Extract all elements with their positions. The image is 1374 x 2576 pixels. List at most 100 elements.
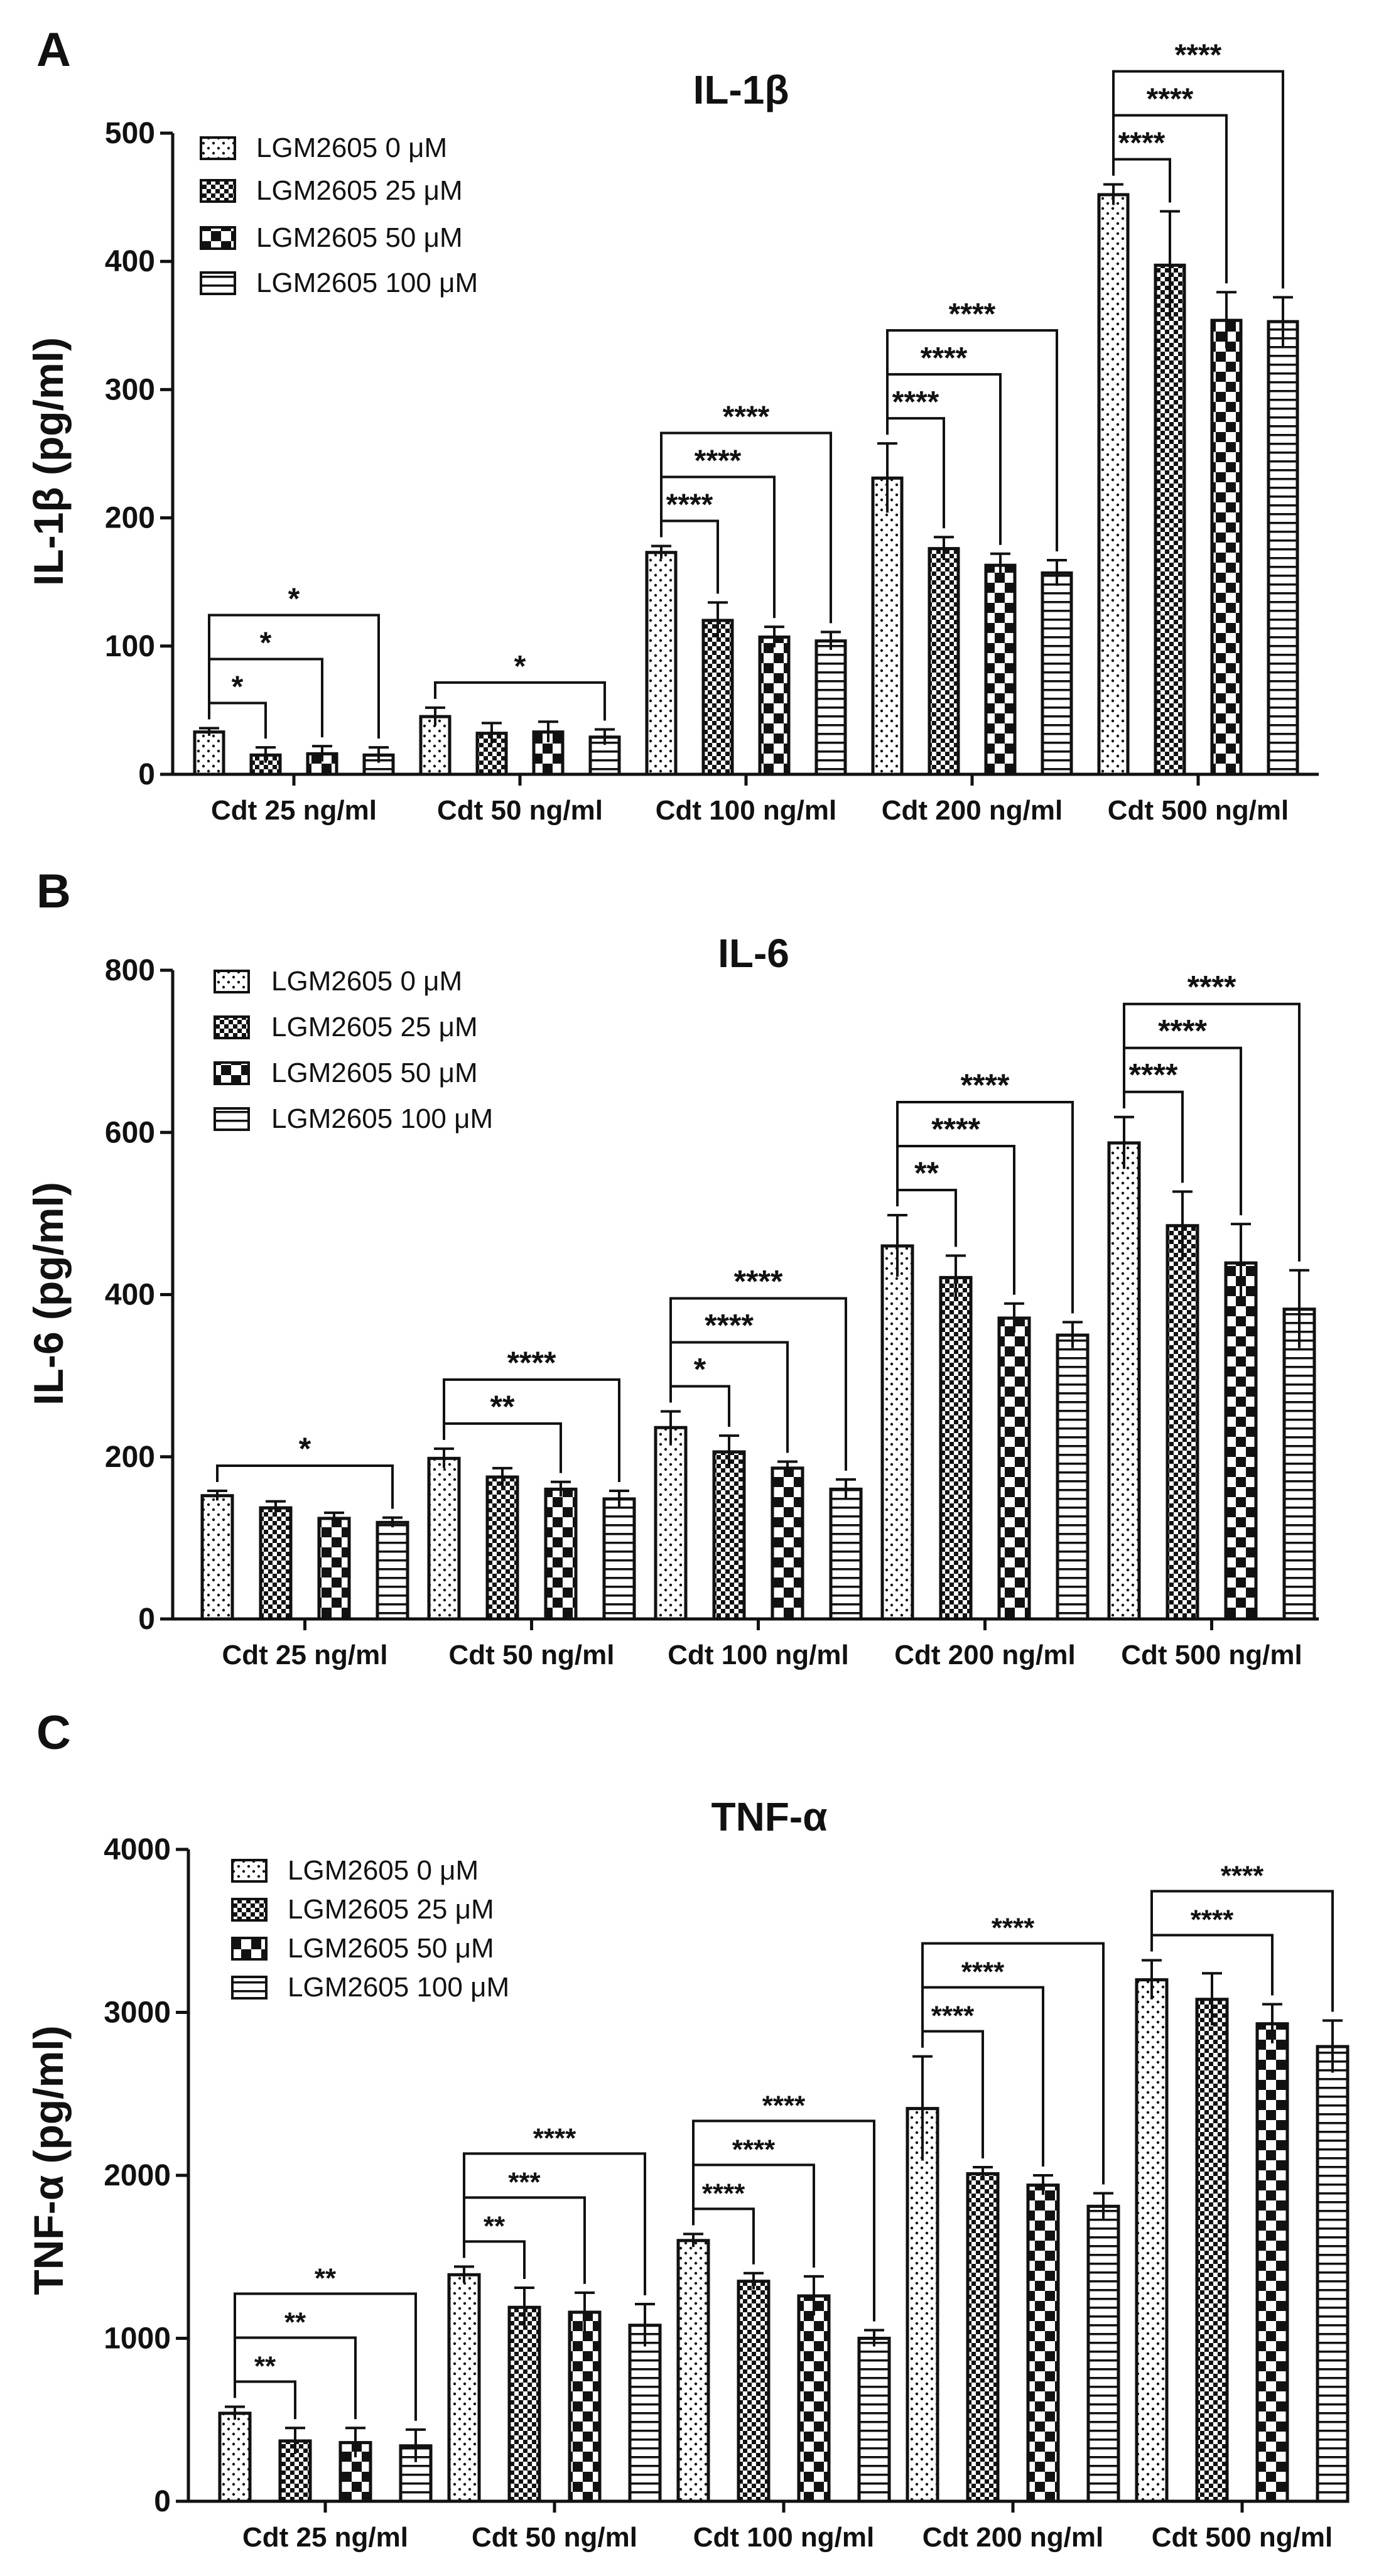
significance-bracket: [463, 2152, 646, 2296]
checker-bar: [485, 1475, 519, 1621]
significance-label: *: [299, 1431, 311, 1466]
significance-label: ****: [762, 2090, 806, 2121]
significance-bracket: [692, 2119, 875, 2322]
legend-label: LGM2605 25 μM: [271, 1012, 478, 1042]
y-tick-label: 500: [105, 117, 155, 150]
legend-item: LGM2605 0 μM: [214, 966, 462, 997]
x-tick-label: Cdt 50 ng/ml: [448, 1640, 614, 1670]
significance-bracket: [1112, 70, 1284, 289]
significance-label: ****: [695, 445, 742, 478]
significance-bracket: [443, 1422, 562, 1473]
significance-bracket: [208, 614, 380, 739]
stripes-bar: [1282, 1307, 1316, 1621]
dots-bar: [1107, 1141, 1141, 1621]
y-tick-label: 0: [138, 758, 155, 791]
legend-item: LGM2605 0 μM: [231, 1855, 479, 1886]
legend-item: LGM2605 25 μM: [200, 175, 463, 206]
significance-label: *: [232, 670, 244, 703]
significance-label: ***: [508, 2167, 541, 2197]
chart-title: IL-6: [718, 931, 789, 976]
legend: LGM2605 0 μM LGM2605 25 μM LGM2605 50 μM…: [214, 966, 493, 1134]
significance-label: ****: [723, 401, 770, 434]
block-checker-pattern-swatch: [200, 226, 236, 250]
block-checker-pattern-swatch: [231, 1937, 268, 1961]
panel-a: A IL-1β IL-1β (pg/ml) 0 100 200 300 400 500 Cd…: [25, 23, 1319, 826]
significance-label: ****: [1191, 1904, 1234, 1935]
significance-bracket: [234, 2292, 417, 2421]
dots-bar: [1097, 193, 1130, 776]
block-checker-bar: [1224, 1261, 1258, 1621]
checker-bar: [701, 619, 734, 776]
dots-bar: [218, 2411, 252, 2503]
stripes-bar: [1267, 320, 1299, 776]
significance-label: **: [484, 2211, 506, 2241]
significance-bracket: [896, 1188, 957, 1247]
dots-bar: [447, 2273, 481, 2503]
significance-bracket: [886, 329, 1058, 551]
significance-label: **: [914, 1155, 939, 1191]
checker-bar: [737, 2280, 771, 2503]
checker-pattern-swatch: [231, 1898, 268, 1922]
legend-label: LGM2605 0 μM: [288, 1855, 479, 1886]
stripes-bar: [857, 2337, 891, 2503]
y-tick-label: 0: [138, 1603, 155, 1636]
x-tick-label: Cdt 50 ng/ml: [437, 795, 603, 826]
y-tick-label: 200: [105, 1441, 155, 1474]
legend-label: LGM2605 100 μM: [288, 1972, 509, 2003]
panel-letter: C: [36, 1706, 71, 1760]
legend-label: LGM2605 25 μM: [256, 175, 463, 206]
checker-bar: [507, 2305, 541, 2503]
panel-b: B IL-6 IL-6 (pg/ml) 0 200 400 600 800 Cdt 25 …: [25, 865, 1319, 1670]
legend: LGM2605 0 μM LGM2605 25 μM LGM2605 50 μM…: [200, 133, 478, 298]
checker-bar: [1154, 263, 1186, 776]
stripes-bar: [602, 1497, 636, 1621]
y-axis-title: IL-6 (pg/ml): [25, 1182, 72, 1405]
panel-c: C TNF-α TNF-α (pg/ml) 0 1000 2000 3000 4000 C…: [25, 1706, 1350, 2553]
y-tick-label: 1000: [104, 2322, 171, 2356]
dots-pattern-swatch: [214, 970, 250, 993]
stripes-bar: [1316, 2045, 1350, 2503]
x-tick-label: Cdt 500 ng/ml: [1121, 1640, 1302, 1670]
checker-bar: [939, 1275, 973, 1621]
significance-bracket: [669, 1385, 730, 1427]
x-tick-label: Cdt 50 ng/ml: [472, 2522, 637, 2553]
plot-area: 0 100 200 300 400 500 Cdt 25 ng/ml * * * Cdt 50 ng…: [105, 39, 1319, 826]
legend-item: LGM2605 50 μM: [231, 1933, 494, 1964]
significance-bracket: [921, 1942, 1105, 2185]
stripes-pattern-swatch: [200, 271, 236, 295]
panel-letter: B: [36, 865, 71, 918]
significance-bracket: [434, 681, 606, 721]
dots-bar: [200, 1494, 234, 1621]
significance-label: *: [260, 626, 272, 659]
legend-item: LGM2605 25 μM: [231, 1894, 494, 1925]
y-tick-label: 600: [105, 1116, 155, 1149]
x-tick-label: Cdt 25 ng/ml: [242, 2522, 408, 2553]
significance-label: **: [284, 2307, 306, 2337]
significance-label: ****: [732, 2134, 776, 2165]
legend-item: LGM2605 100 μM: [214, 1103, 493, 1134]
checker-bar: [966, 2172, 1000, 2503]
significance-label: ****: [1118, 127, 1166, 160]
significance-label: *: [514, 650, 526, 683]
dots-bar: [906, 2107, 939, 2503]
significance-label: ****: [992, 1913, 1035, 1944]
checker-pattern-swatch: [214, 1015, 250, 1039]
stripes-pattern-swatch: [214, 1107, 250, 1131]
legend-label: LGM2605 25 μM: [288, 1894, 494, 1925]
legend-item: LGM2605 25 μM: [214, 1012, 478, 1042]
legend-label: LGM2605 50 μM: [256, 222, 463, 253]
block-checker-bar: [1255, 2022, 1289, 2503]
checker-bar: [1195, 1998, 1229, 2503]
significance-label: ****: [666, 489, 713, 522]
legend-item: LGM2605 50 μM: [214, 1058, 478, 1088]
block-checker-pattern-swatch: [214, 1061, 250, 1085]
stripes-bar: [628, 2324, 662, 2503]
significance-label: ****: [1221, 1860, 1264, 1891]
legend: LGM2605 0 μM LGM2605 25 μM LGM2605 50 μM…: [231, 1855, 509, 2003]
significance-label: ****: [1129, 1058, 1178, 1093]
significance-label: ****: [734, 1264, 783, 1299]
y-axis-title: TNF-α (pg/ml): [25, 2025, 72, 2295]
y-tick-label: 100: [105, 630, 155, 663]
checker-bar: [1166, 1224, 1199, 1621]
x-tick-label: Cdt 25 ng/ml: [222, 1640, 387, 1670]
